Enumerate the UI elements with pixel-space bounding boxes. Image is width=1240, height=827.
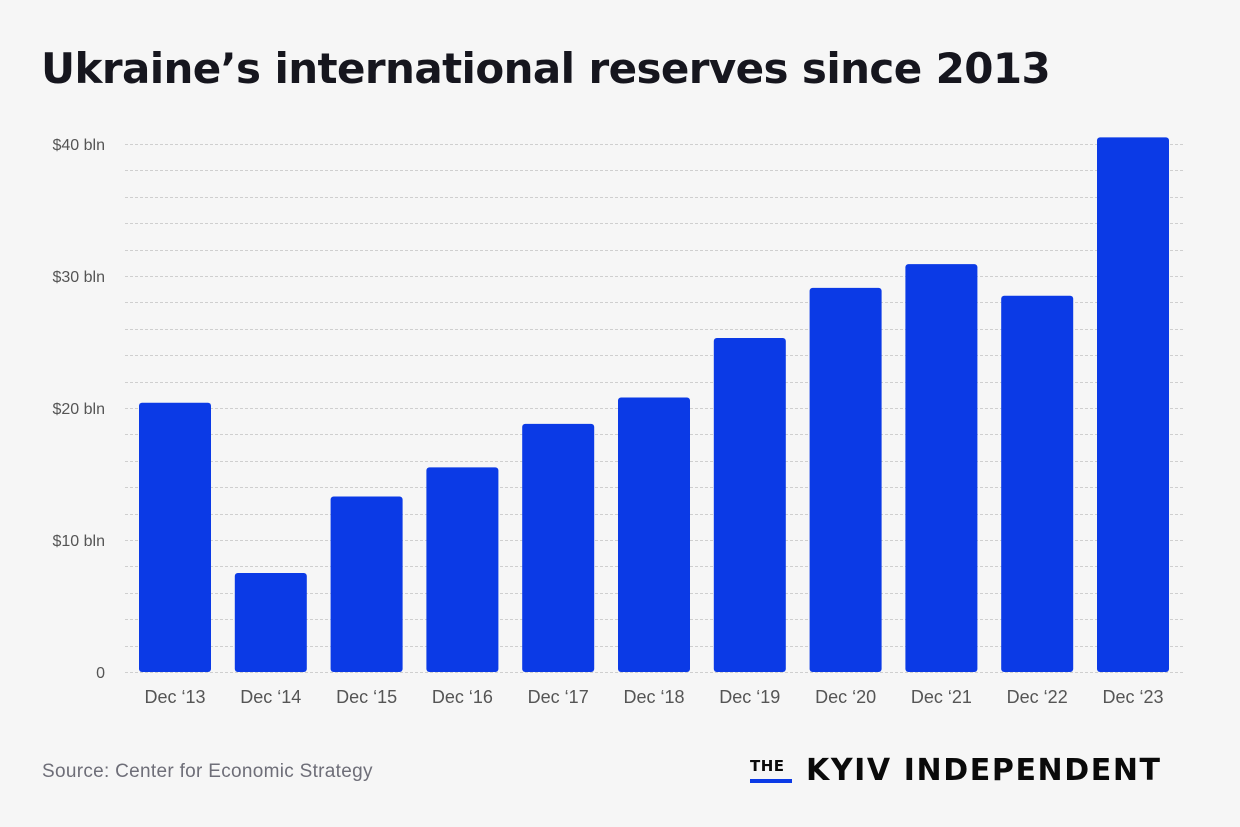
kyiv-independent-logo: THE KYIV INDEPENDENT	[750, 756, 1162, 786]
x-tick-label: Dec ‘19	[719, 687, 780, 707]
source-note: Source: Center for Economic Strategy	[42, 761, 373, 782]
bar	[139, 402, 211, 672]
bar	[618, 397, 690, 672]
logo-the-text: THE	[750, 757, 785, 775]
y-tick-label: $30 bln	[53, 269, 106, 286]
y-tick-label: $40 bln	[53, 137, 106, 154]
x-tick-label: Dec ‘20	[815, 687, 876, 707]
x-tick-label: Dec ‘14	[240, 687, 301, 707]
y-tick-label: 0	[96, 665, 105, 682]
x-tick-label: Dec ‘23	[1102, 687, 1163, 707]
chart-title: Ukraine’s international reserves since 2…	[41, 44, 1051, 93]
logo-name: KYIV INDEPENDENT	[806, 753, 1162, 788]
bar	[1001, 295, 1074, 672]
logo-the: THE	[750, 756, 792, 783]
x-tick-label: Dec ‘18	[623, 687, 684, 707]
bar	[330, 496, 403, 672]
x-tick-label: Dec ‘13	[144, 687, 205, 707]
y-tick-label: $10 bln	[53, 533, 106, 550]
y-axis-ticks: 0 $10 bln $20 bln $30 bln $40 bln	[53, 137, 106, 682]
x-tick-label: Dec ‘21	[911, 687, 972, 707]
bar	[809, 287, 882, 672]
x-axis-ticks: Dec ‘13 Dec ‘14 Dec ‘15 Dec ‘16 Dec ‘17 Dec ‘…	[144, 687, 1163, 707]
bar	[905, 264, 978, 672]
logo-underline	[750, 779, 792, 783]
x-tick-label: Dec ‘22	[1007, 687, 1068, 707]
bar	[234, 573, 307, 672]
bar	[426, 467, 499, 672]
bars	[139, 137, 1169, 672]
y-tick-label: $20 bln	[53, 401, 106, 418]
x-tick-label: Dec ‘15	[336, 687, 397, 707]
x-tick-label: Dec ‘16	[432, 687, 493, 707]
x-tick-label: Dec ‘17	[528, 687, 589, 707]
bar	[713, 338, 786, 672]
bar	[1097, 137, 1169, 672]
bar	[522, 423, 595, 672]
